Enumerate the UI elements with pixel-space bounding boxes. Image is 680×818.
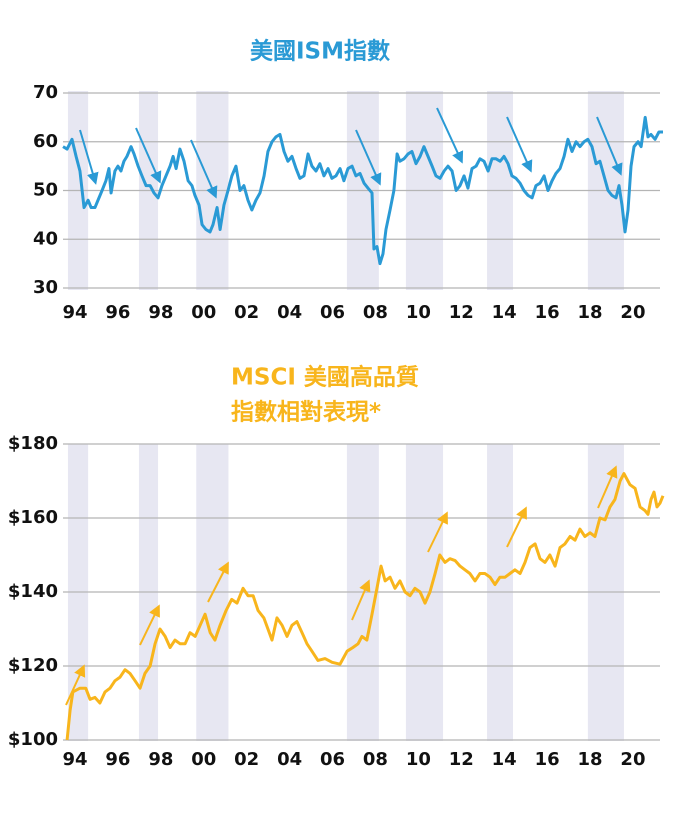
x-tick-label: 12 [449, 749, 474, 770]
x-tick-label: 10 [406, 302, 431, 323]
x-tick-label: 06 [320, 302, 345, 323]
y-tick-label: $140 [8, 581, 58, 602]
y-tick-label: 60 [33, 131, 58, 152]
y-tick-label: $120 [8, 655, 58, 676]
y-tick-label: 30 [33, 277, 58, 298]
x-tick-label: 98 [148, 302, 173, 323]
x-tick-label: 96 [105, 749, 130, 770]
x-tick-label: 18 [578, 749, 603, 770]
arrow [506, 506, 527, 548]
x-tick-label: 16 [535, 749, 560, 770]
x-tick-label: 10 [406, 749, 431, 770]
x-tick-label: 18 [578, 302, 603, 323]
arrow [207, 561, 229, 603]
x-tick-label: 02 [234, 302, 259, 323]
x-tick-label: 16 [535, 302, 560, 323]
x-tick-label: 00 [191, 302, 216, 323]
arrow [79, 129, 99, 185]
arrow [351, 579, 371, 621]
x-tick-label: 04 [277, 749, 302, 770]
x-tick-label: 94 [62, 749, 87, 770]
arrow [597, 465, 618, 509]
plot-layer: 30 40 50 60 70 94 96 98 00 02 04 06 08 10 12 14 16 18 20 $1… [8, 82, 665, 770]
chart-title: MSCI 美國高品質 [231, 364, 419, 391]
x-tick-label: 02 [234, 749, 259, 770]
x-tick-label: 96 [105, 302, 130, 323]
x-tick-label: 08 [363, 302, 388, 323]
x-tick-label: 20 [620, 302, 645, 323]
y-tick-label: 50 [33, 180, 58, 201]
x-tick-label: 14 [492, 302, 517, 323]
chart-title: 美國ISM指數 [250, 38, 390, 65]
y-tick-label: $100 [8, 729, 58, 750]
arrow [436, 107, 464, 164]
trend-arrows [79, 107, 623, 199]
y-tick-label: 70 [33, 82, 58, 103]
x-tick-label: 14 [492, 749, 517, 770]
arrow [506, 116, 533, 173]
y-tick-label: 40 [33, 228, 58, 249]
arrow [355, 129, 382, 186]
arrow [65, 664, 86, 706]
arrow [139, 604, 160, 646]
data-line [62, 115, 663, 266]
chart-title: 指數相對表現* [231, 400, 381, 426]
y-tick-label: $180 [8, 433, 58, 454]
x-tick-label: 98 [148, 749, 173, 770]
x-tick-label: 20 [620, 749, 645, 770]
trend-arrows [65, 465, 618, 706]
x-tick-label: 12 [449, 302, 474, 323]
arrow [135, 127, 162, 184]
x-tick-label: 00 [191, 749, 216, 770]
data-line [65, 472, 665, 741]
y-tick-label: $160 [8, 507, 58, 528]
x-tick-label: 06 [320, 749, 345, 770]
x-tick-label: 94 [62, 302, 87, 323]
x-tick-label: 04 [277, 302, 302, 323]
arrow [190, 139, 218, 199]
x-tick-label: 08 [363, 749, 388, 770]
arrow [596, 116, 623, 176]
arrow [427, 511, 448, 553]
